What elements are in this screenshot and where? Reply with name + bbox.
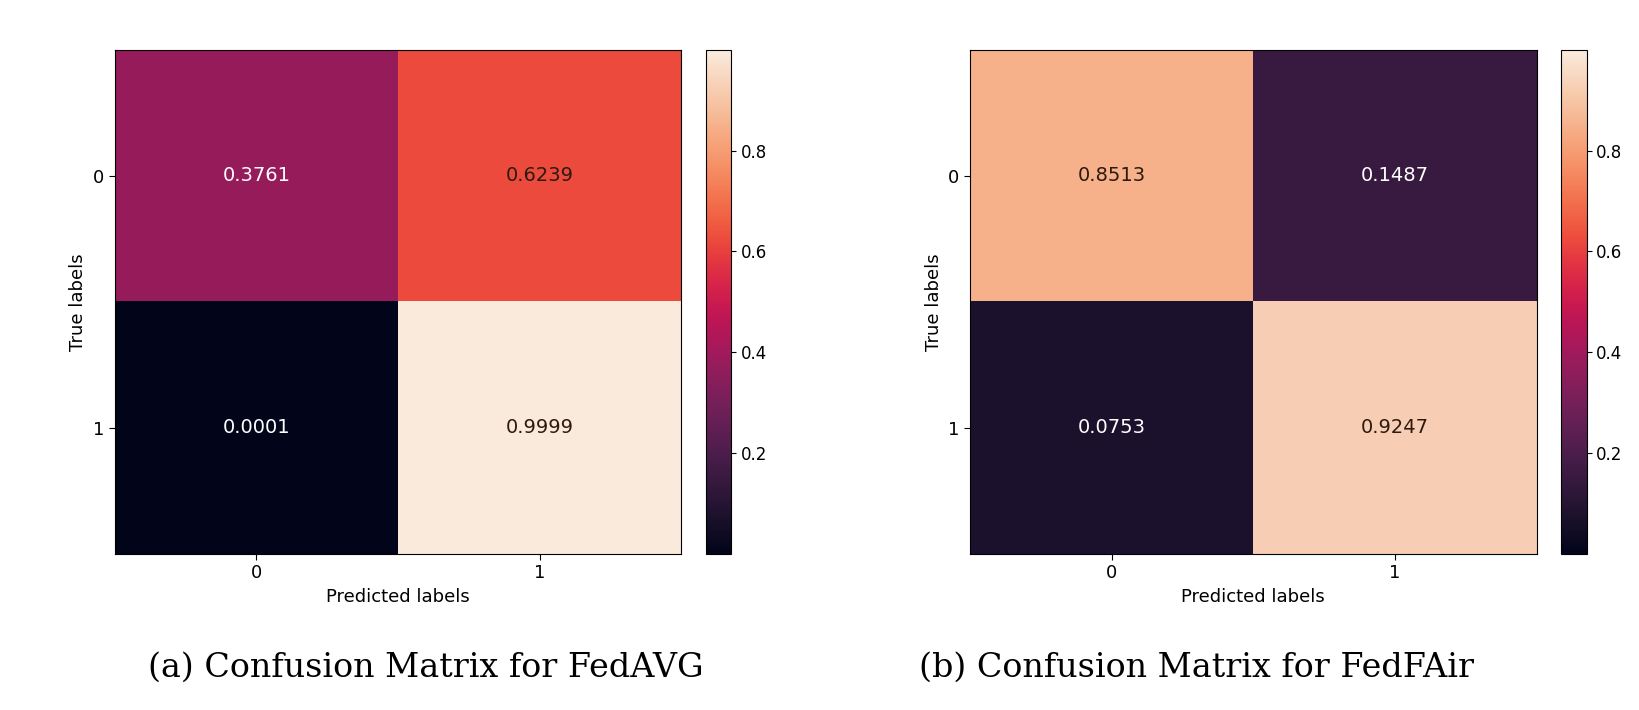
Text: 0.9247: 0.9247: [1360, 418, 1429, 437]
Text: 0.8513: 0.8513: [1077, 166, 1146, 185]
Y-axis label: True labels: True labels: [69, 253, 87, 351]
Text: 0.0753: 0.0753: [1078, 418, 1146, 437]
Text: 0.0001: 0.0001: [223, 418, 290, 437]
X-axis label: Predicted labels: Predicted labels: [326, 588, 470, 606]
Text: (a) Confusion Matrix for FedAVG: (a) Confusion Matrix for FedAVG: [148, 651, 705, 684]
Text: 0.3761: 0.3761: [223, 166, 290, 185]
Text: 0.9999: 0.9999: [505, 418, 574, 437]
Y-axis label: True labels: True labels: [924, 253, 942, 351]
Text: 0.1487: 0.1487: [1360, 166, 1429, 185]
X-axis label: Predicted labels: Predicted labels: [1182, 588, 1326, 606]
Text: 0.6239: 0.6239: [505, 166, 574, 185]
Text: (b) Confusion Matrix for FedFAir: (b) Confusion Matrix for FedFAir: [919, 651, 1473, 684]
